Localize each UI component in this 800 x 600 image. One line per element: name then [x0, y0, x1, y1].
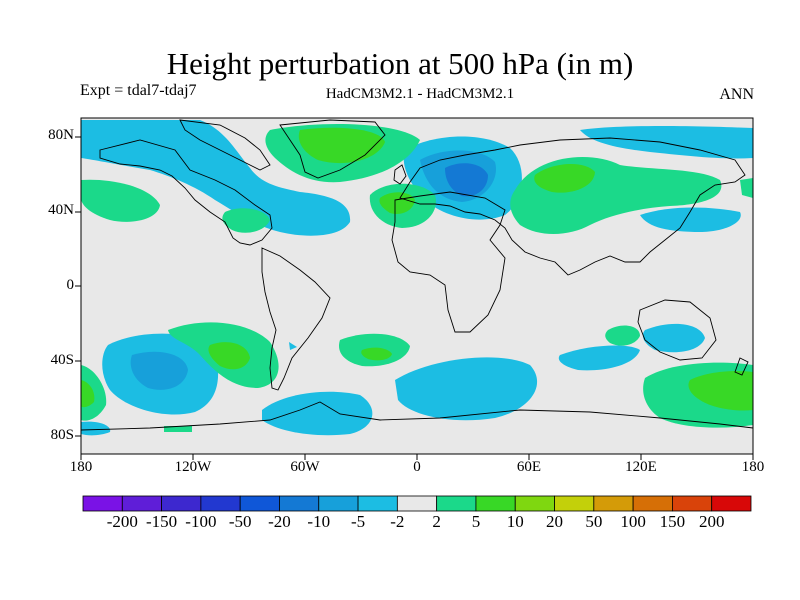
colorbar-swatch: [357, 495, 398, 512]
contour-antarctic-neg: [81, 421, 111, 436]
colorbar-swatch: [200, 495, 241, 512]
africa-coast: [391, 191, 506, 333]
colorbar-swatch: [593, 495, 634, 512]
colorbar-swatch: [711, 495, 752, 512]
season-label: ANN: [719, 86, 754, 103]
colorbar-label: -150: [145, 512, 178, 531]
contour-south-pacific-east-pos-mid: [688, 370, 753, 411]
colorbar-label: 100: [620, 512, 646, 531]
colorbar-swatch: [318, 495, 359, 512]
contour-west-edge-pos-mid: [81, 380, 95, 408]
colorbar-label: -200: [106, 512, 138, 531]
colorbar-swatch: [279, 495, 320, 512]
lat-label-40n: 40N: [48, 202, 74, 218]
lat-label-80s: 80S: [50, 427, 74, 443]
colorbar-label: -10: [307, 512, 331, 531]
contour-south-indian-neg: [395, 357, 538, 421]
axis-ticks: [75, 136, 754, 460]
lon-label-180e: 180: [741, 459, 765, 475]
australia-coast: [637, 299, 717, 361]
contour-north-pacific-pos: [81, 179, 160, 222]
colorbar-swatch: [672, 495, 713, 512]
lon-label-180w: 180: [69, 459, 93, 475]
contour-south-atlantic-pos-mid: [361, 347, 392, 361]
plot-title: Height perturbation at 500 hPa (in m): [166, 46, 634, 81]
eurasia-coast: [399, 137, 746, 276]
colorbar-label: 50: [585, 512, 603, 531]
lon-label-60e: 60E: [516, 459, 542, 475]
colorbar-label: 150: [659, 512, 686, 531]
coastlines: [81, 119, 753, 431]
colorbar-label: 20: [546, 512, 564, 531]
contour-antarctic-pos: [164, 426, 192, 432]
contour-fields: [81, 120, 753, 436]
contour-atlantic-pos: [222, 208, 270, 233]
contour-north-america-neg: [81, 120, 351, 236]
lon-label-0: 0: [413, 459, 421, 475]
colorbar-swatch: [121, 495, 162, 512]
colorbar-swatch: [161, 495, 202, 512]
colorbar-label: 5: [471, 512, 481, 531]
colorbar-swatch: [514, 495, 555, 512]
colorbar-label: 200: [698, 512, 725, 531]
lon-label-60w: 60W: [290, 459, 320, 475]
antarctica-coast: [81, 401, 753, 431]
canadian-archipelago-coast: [179, 119, 271, 171]
contour-dateline-pos: [740, 178, 753, 198]
contour-small-neg: [289, 342, 297, 350]
contour-indian-pos: [605, 325, 640, 346]
contour-europe-neg-core: [445, 163, 488, 197]
contour-indian-neg: [558, 345, 640, 371]
colorbar-label: -50: [228, 512, 252, 531]
colorbar-label: 2: [432, 512, 441, 531]
contour-south-pacific-neg-mid: [130, 351, 188, 390]
colorbar-swatch: [436, 495, 477, 512]
lat-label-40s: 40S: [50, 352, 74, 368]
colorbar-label: -5: [350, 512, 366, 531]
colorbar-swatch: [82, 495, 123, 512]
british-isles-coast: [393, 164, 407, 185]
contour-arctic-asia-neg: [580, 126, 753, 159]
greenland-coast: [279, 119, 386, 179]
contour-iberia-pos-mid: [379, 192, 415, 214]
colorbar-swatch: [239, 495, 280, 512]
lat-label-80n: 80N: [48, 127, 74, 143]
contour-asia-pos-mid: [534, 164, 595, 193]
colorbar-swatch: [475, 495, 516, 512]
colorbar-label: -20: [268, 512, 291, 531]
experiment-label: Expt = tdal7-tdaj7: [80, 82, 197, 99]
contour-australia-neg: [642, 323, 705, 353]
colorbar-label: -2: [390, 512, 405, 531]
south-america-coast: [261, 247, 331, 391]
contour-chile-pos-mid: [208, 342, 250, 370]
colorbar-swatch: [554, 495, 595, 512]
lon-label-120e: 120E: [625, 459, 657, 475]
colorbar-swatch: [396, 495, 438, 512]
lat-label-equator: 0: [66, 277, 75, 293]
lon-label-120w: 120W: [174, 459, 212, 475]
new-zealand-coast: [734, 357, 749, 376]
model-label: HadCM3M2.1 - HadCM3M2.1: [325, 86, 515, 102]
contour-north-pacific-neg: [640, 207, 741, 232]
colorbar-label: 10: [506, 512, 524, 531]
contour-greenland-pos-mid: [298, 127, 385, 164]
colorbar-swatch: [632, 495, 673, 512]
colorbar-label: -100: [185, 512, 217, 531]
colorbar: [82, 495, 752, 512]
north-america-coast: [99, 139, 273, 246]
contour-south-atlantic-neg: [262, 391, 373, 436]
